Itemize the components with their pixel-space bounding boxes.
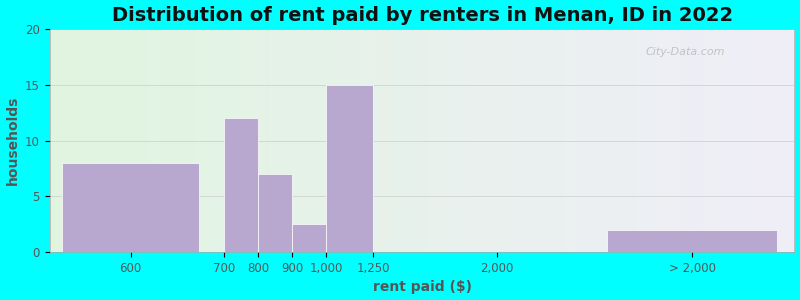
Title: Distribution of rent paid by renters in Menan, ID in 2022: Distribution of rent paid by renters in … <box>111 6 733 25</box>
Text: City-Data.com: City-Data.com <box>646 47 725 57</box>
Bar <box>292 224 326 252</box>
Y-axis label: households: households <box>6 96 19 185</box>
Bar <box>62 163 198 252</box>
Bar <box>607 230 778 252</box>
X-axis label: rent paid ($): rent paid ($) <box>373 280 471 294</box>
Bar <box>224 118 258 252</box>
Bar <box>326 85 373 252</box>
Bar <box>258 174 292 252</box>
